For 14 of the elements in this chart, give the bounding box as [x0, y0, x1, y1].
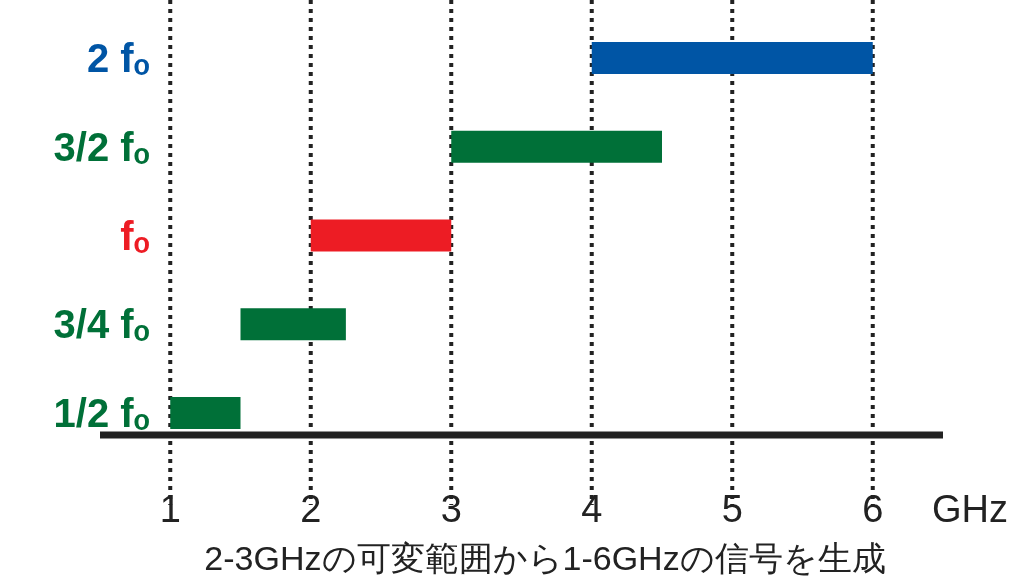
y-tick-label: 3/2 fₒ — [53, 124, 150, 169]
bar — [310, 219, 452, 252]
text: 2-3GHzの可変範囲から1-6GHzの信号を生成 — [204, 539, 886, 577]
y-tick-label: 3/4 fₒ — [53, 302, 150, 347]
x-tick-label: 3 — [440, 488, 462, 530]
bar — [170, 397, 241, 429]
y-tick-label: 1/2 fₒ — [53, 391, 150, 435]
bar — [451, 130, 662, 163]
y-tick-label: fₒ — [120, 213, 150, 258]
x-axis-title: GHz — [932, 488, 1008, 530]
y-tick-label: 2 fₒ — [86, 36, 150, 80]
bar — [240, 308, 346, 341]
x-tick-label: 4 — [581, 488, 603, 530]
bar — [591, 42, 873, 74]
